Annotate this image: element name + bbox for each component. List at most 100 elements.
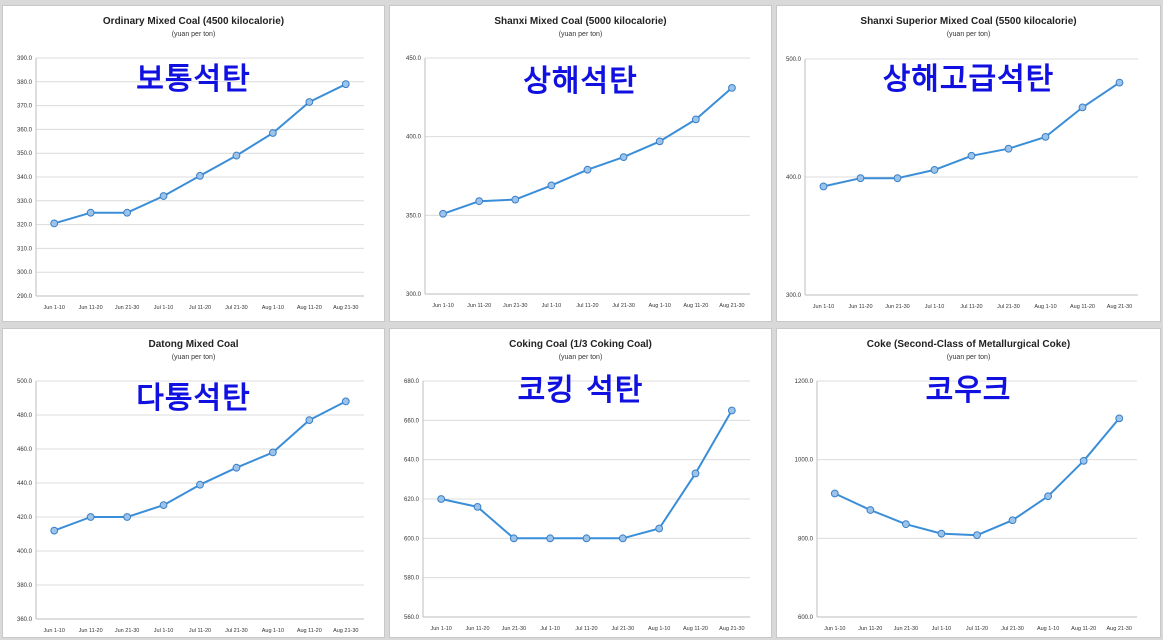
chart-title: Coke (Second-Class of Metallurgical Coke… — [866, 339, 1071, 350]
chart-subtitle: (yuan per ton) — [558, 31, 603, 38]
korean-overlay-label: 코킹 석탄 — [517, 373, 644, 408]
data-point — [232, 151, 241, 160]
x-tick-label: Jul 21-30 — [997, 304, 1020, 310]
x-tick-label: Jun 21-30 — [502, 626, 526, 632]
y-tick-label: 500.0 — [17, 379, 33, 385]
x-tick-label: Aug 21-30 — [719, 626, 744, 632]
y-tick-label: 460.0 — [17, 447, 33, 453]
data-point — [439, 209, 447, 218]
y-tick-label: 600.0 — [798, 615, 814, 621]
x-tick-label: Aug 1-10 — [648, 626, 670, 632]
data-point — [123, 208, 132, 217]
data-point — [655, 524, 664, 533]
y-tick-label: 290.0 — [17, 294, 33, 300]
chart-title: Shanxi Superior Mixed Coal (5500 kilocal… — [860, 16, 1077, 27]
x-tick-label: Aug 1-10 — [262, 628, 284, 634]
y-tick-label: 350.0 — [406, 213, 422, 219]
chart-subtitle: (yuan per ton) — [946, 354, 991, 361]
chart-panel-datong-mixed-coal: 500.0 480.0 460.0 440.0 420.0 400.0 380.0 360.0… — [2, 328, 385, 638]
y-tick-label: 440.0 — [17, 481, 33, 487]
chart-title: Ordinary Mixed Coal (4500 kilocalorie) — [102, 16, 285, 27]
y-tick-label: 400.0 — [406, 135, 422, 141]
data-point — [819, 182, 828, 191]
x-tick-label: Jul 1-10 — [154, 305, 174, 311]
data-point — [1115, 414, 1124, 423]
series-line — [823, 81, 1121, 188]
y-tick-label: 800.0 — [798, 536, 814, 542]
data-point — [546, 534, 555, 543]
x-tick-label: Aug 21-30 — [333, 628, 358, 634]
data-point — [1078, 103, 1087, 112]
data-point — [1079, 456, 1088, 465]
data-point — [123, 513, 132, 521]
x-tick-label: Jun 1-10 — [44, 305, 65, 311]
x-tick-label: Jun 1-10 — [432, 303, 453, 309]
data-point — [305, 416, 314, 424]
data-point — [511, 195, 520, 204]
y-tick-label: 1200.0 — [795, 379, 814, 385]
y-tick-label: 340.0 — [17, 175, 33, 181]
chart-plot: 1200.0 1000.0 800.0 600.0 Jun 1-10 Jun 11-20 J… — [795, 379, 1137, 632]
x-tick-label: Jun 11-20 — [467, 303, 491, 309]
korean-overlay-label: 다통석탄 — [136, 381, 251, 416]
x-tick-label: Jul 11-20 — [960, 304, 982, 310]
y-tick-label: 300.0 — [406, 292, 422, 298]
y-tick-label: 420.0 — [17, 515, 33, 521]
y-tick-label: 390.0 — [17, 56, 33, 62]
data-point — [196, 171, 204, 180]
x-tick-label: Jun 11-20 — [858, 626, 882, 632]
data-point — [159, 192, 168, 200]
y-tick-label: 480.0 — [17, 413, 33, 419]
korean-overlay-label: 보통석탄 — [136, 62, 251, 97]
data-point — [583, 165, 592, 174]
x-tick-label: Jul 11-20 — [189, 628, 211, 634]
x-tick-label: Jul 11-20 — [189, 305, 211, 311]
data-point — [727, 406, 736, 415]
series-line — [53, 83, 347, 225]
y-tick-label: 300.0 — [17, 270, 33, 276]
data-point — [196, 480, 204, 489]
x-tick-label: Aug 11-20 — [683, 626, 708, 632]
korean-overlay-label: 상해석탄 — [523, 64, 638, 99]
data-point — [268, 448, 277, 457]
data-point — [856, 174, 865, 183]
y-tick-label: 580.0 — [404, 576, 420, 582]
x-tick-label: Jun 21-30 — [503, 303, 527, 309]
y-tick-label: 450.0 — [406, 56, 422, 62]
x-tick-label: Aug 21-30 — [1107, 626, 1132, 632]
x-tick-label: Jul 21-30 — [1001, 626, 1024, 632]
chart-subtitle: (yuan per ton) — [171, 354, 216, 361]
y-tick-label: 600.0 — [404, 536, 420, 542]
y-tick-label: 300.0 — [786, 293, 802, 299]
korean-overlay-label: 상해고급석탄 — [882, 62, 1055, 97]
chart-subtitle: (yuan per ton) — [946, 31, 991, 38]
y-tick-label: 380.0 — [17, 80, 33, 86]
y-tick-label: 370.0 — [17, 104, 33, 110]
y-tick-label: 360.0 — [17, 127, 33, 133]
x-tick-label: Aug 11-20 — [1070, 304, 1095, 310]
y-tick-label: 500.0 — [786, 57, 802, 63]
data-point — [930, 166, 939, 174]
x-tick-label: Jun 1-10 — [813, 304, 834, 310]
data-point — [901, 520, 910, 529]
data-point — [86, 513, 95, 521]
y-tick-label: 350.0 — [17, 151, 33, 157]
chart-panel-coke: 1200.0 1000.0 800.0 600.0 Jun 1-10 Jun 11-20 J… — [776, 328, 1161, 638]
y-tick-label: 620.0 — [404, 497, 420, 503]
x-tick-label: Jun 1-10 — [824, 626, 845, 632]
data-point — [830, 489, 839, 498]
chart-plot: 500.0 480.0 460.0 440.0 420.0 400.0 380.0 360.0… — [17, 379, 364, 634]
data-point — [691, 469, 700, 478]
data-point — [473, 502, 482, 511]
data-point — [655, 137, 664, 146]
x-tick-label: Aug 21-30 — [719, 303, 744, 309]
x-tick-label: Aug 11-20 — [297, 628, 322, 634]
x-tick-label: Jun 11-20 — [465, 626, 489, 632]
x-tick-label: Jun 1-10 — [44, 628, 65, 634]
y-tick-label: 380.0 — [17, 583, 33, 589]
data-point — [1115, 78, 1124, 87]
chart-title: Coking Coal (1/3 Coking Coal) — [509, 339, 652, 350]
data-point — [1008, 516, 1017, 525]
y-tick-label: 310.0 — [17, 246, 33, 252]
x-tick-label: Jun 21-30 — [115, 628, 139, 634]
